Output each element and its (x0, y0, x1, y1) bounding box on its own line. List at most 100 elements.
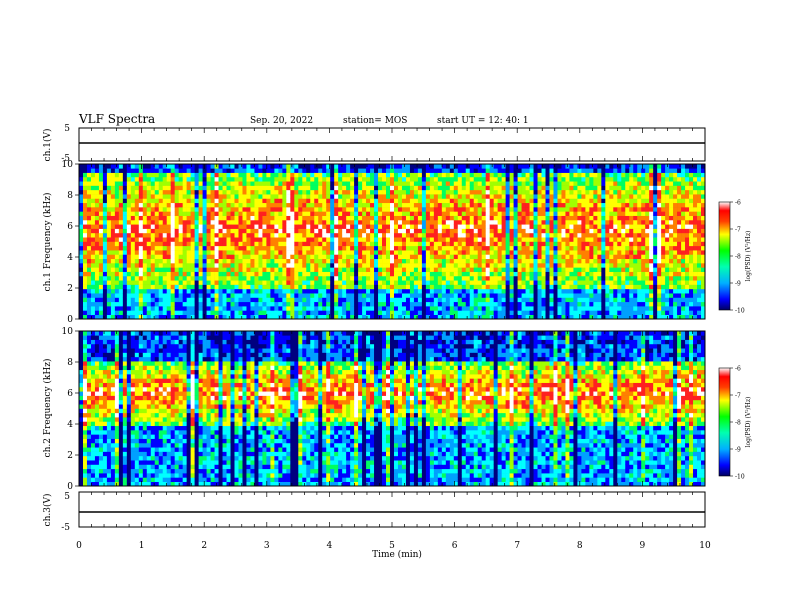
spectrogram-cell (442, 280, 446, 285)
spectrogram-cell (183, 272, 187, 277)
spectrogram-cell (370, 250, 374, 255)
spectrogram-cell (526, 224, 530, 229)
spectrogram-cell (183, 254, 187, 259)
spectrogram-cell (334, 173, 338, 178)
spectrogram-cell (346, 186, 350, 191)
spectrogram-cell (330, 203, 334, 208)
spectrogram-cell (266, 233, 270, 238)
spectrogram-cell (486, 306, 490, 311)
spectrogram-cell (266, 263, 270, 268)
spectrogram-cell (609, 259, 613, 264)
spectrogram-cell (195, 263, 199, 268)
spectrogram-cell (538, 229, 542, 234)
spectrogram-cell (223, 186, 227, 191)
spectrogram-cell (167, 242, 171, 247)
spectrogram-cell (119, 297, 123, 302)
spectrogram-cell (330, 289, 334, 294)
spectrogram-cell (238, 203, 242, 208)
spectrogram-cell (422, 233, 426, 238)
spectrogram-cell (466, 224, 470, 229)
spectrogram-cell (597, 280, 601, 285)
spectrogram-cell (254, 310, 258, 315)
spectrogram-cell (227, 280, 231, 285)
spectrogram-cell (147, 207, 151, 212)
spectrogram-cell (406, 211, 410, 216)
spectrogram-cell (83, 246, 87, 251)
spectrogram-cell (542, 297, 546, 302)
spectrogram-cell (139, 254, 143, 259)
spectrogram-cell (326, 272, 330, 277)
spectrogram-cell (406, 280, 410, 285)
spectrogram-cell (526, 181, 530, 186)
spectrogram-cell (394, 233, 398, 238)
spectrogram-cell (99, 310, 103, 315)
spectrogram-cell (211, 285, 215, 290)
spectrogram-cell (418, 177, 422, 182)
spectrogram-cell (601, 194, 605, 199)
spectrogram-cell (135, 297, 139, 302)
spectrogram-cell (553, 306, 557, 311)
spectrogram-cell (338, 280, 342, 285)
spectrogram-cell (601, 272, 605, 277)
spectrogram-cell (450, 194, 454, 199)
spectrogram-cell (183, 229, 187, 234)
spectrogram-cell (270, 198, 274, 203)
spectrogram-cell (565, 272, 569, 277)
spectrogram-cell (195, 186, 199, 191)
spectrogram-cell (167, 224, 171, 229)
spectrogram-cell (474, 229, 478, 234)
spectrogram-cell (215, 220, 219, 225)
spectrogram-cell (498, 267, 502, 272)
spectrogram-cell (510, 203, 514, 208)
spectrogram-cell (506, 164, 510, 169)
spectrogram-cell (569, 276, 573, 281)
spectrogram-cell (258, 250, 262, 255)
spectrogram-cell (613, 306, 617, 311)
spectrogram-cell (235, 211, 239, 216)
spectrogram-cell (394, 186, 398, 191)
spectrogram-cell (242, 164, 246, 169)
spectrogram-cell (215, 229, 219, 234)
spectrogram-cell (458, 173, 462, 178)
spectrogram-cell (514, 220, 518, 225)
spectrogram-cell (159, 233, 163, 238)
spectrogram-cell (342, 302, 346, 307)
spectrogram-cell (195, 242, 199, 247)
spectrogram-cell (111, 190, 115, 195)
spectrogram-cell (187, 302, 191, 307)
spectrogram-cell (434, 237, 438, 242)
spectrogram-cell (514, 181, 518, 186)
spectrogram-cell (593, 302, 597, 307)
spectrogram-cell (318, 310, 322, 315)
spectrogram-cell (123, 267, 127, 272)
spectrogram-cell (526, 310, 530, 315)
spectrogram-cell (139, 310, 143, 315)
spectrogram-cell (418, 186, 422, 191)
spectrogram-cell (322, 306, 326, 311)
spectrogram-cell (390, 186, 394, 191)
spectrogram-cell (175, 246, 179, 251)
spectrogram-cell (250, 233, 254, 238)
spectrogram-cell (87, 237, 91, 242)
spectrogram-cell (470, 229, 474, 234)
spectrogram-cell (258, 297, 262, 302)
spectrogram-cell (398, 263, 402, 268)
spectrogram-cell (111, 164, 115, 169)
spectrogram-cell (502, 173, 506, 178)
spectrogram-cell (163, 306, 167, 311)
spectrogram-cell (286, 233, 290, 238)
spectrogram-cell (490, 216, 494, 221)
spectrogram-cell (577, 293, 581, 298)
spectrogram-cell (103, 302, 107, 307)
spectrogram-cell (617, 263, 621, 268)
spectrogram-cell (553, 181, 557, 186)
spectrogram-cell (374, 237, 378, 242)
spectrogram-cell (290, 198, 294, 203)
spectrogram-cell (474, 285, 478, 290)
spectrogram-cell (91, 190, 95, 195)
spectrogram-cell (294, 181, 298, 186)
spectrogram-cell (402, 237, 406, 242)
spectrogram-cell (211, 177, 215, 182)
spectrogram-cell (601, 216, 605, 221)
spectrogram-cell (526, 267, 530, 272)
